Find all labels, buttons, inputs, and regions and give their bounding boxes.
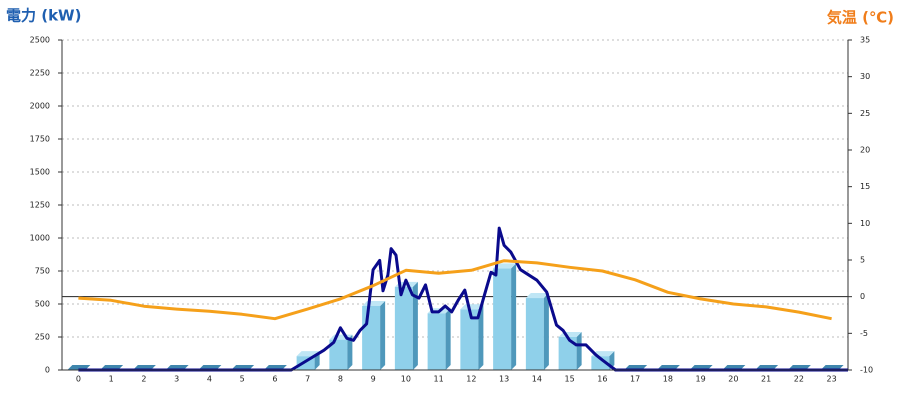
y2-tick-label: 30 (860, 72, 870, 81)
y2-tick-label: 25 (860, 109, 870, 118)
y-tick-label: 1000 (30, 234, 50, 243)
y-tick-label: 0 (45, 366, 50, 375)
x-tick-label: 1 (109, 375, 114, 384)
line (78, 259, 832, 321)
x-tick-label: 14 (532, 375, 542, 384)
bar (591, 351, 615, 370)
x-tick-label: 5 (240, 375, 245, 384)
y-tick-label: 1250 (30, 201, 50, 210)
x-tick-label: 11 (434, 375, 444, 384)
x-tick-label: 12 (466, 375, 476, 384)
y2-tick-label: -5 (860, 329, 868, 338)
x-tick-label: 16 (597, 375, 607, 384)
bar (493, 263, 517, 370)
bar (394, 281, 418, 370)
x-tick-label: 20 (728, 375, 738, 384)
y2-tick-label: 0 (860, 292, 865, 301)
x-tick-label: 13 (499, 375, 509, 384)
x-tick-label: 7 (305, 375, 310, 384)
x-tick-label: 15 (565, 375, 575, 384)
x-tick-label: 0 (76, 375, 81, 384)
x-tick-label: 10 (401, 375, 411, 384)
x-tick-label: 2 (141, 375, 146, 384)
y2-tick-label: 20 (860, 146, 870, 155)
y-tick-label: 2500 (30, 36, 50, 45)
y2-tick-label: 10 (860, 219, 870, 228)
y2-tick-label: 35 (860, 36, 870, 45)
y-tick-label: 2000 (30, 102, 50, 111)
x-tick-label: 21 (761, 375, 771, 384)
x-tick-label: 18 (663, 375, 673, 384)
x-tick-label: 6 (272, 375, 277, 384)
bar (460, 304, 484, 370)
x-tick-label: 17 (630, 375, 640, 384)
y2-tick-label: -10 (860, 366, 873, 375)
y2-tick-label: 5 (860, 256, 865, 265)
x-tick-label: 3 (174, 375, 179, 384)
y-axis-title: 電力 (kW) (6, 7, 81, 25)
y-tick-label: 500 (35, 300, 50, 309)
y-tick-label: 1750 (30, 135, 50, 144)
x-tick-label: 19 (696, 375, 706, 384)
bar (525, 293, 549, 370)
x-tick-label: 8 (338, 375, 343, 384)
y-tick-label: 750 (35, 267, 50, 276)
x-tick-label: 23 (827, 375, 837, 384)
y-tick-label: 250 (35, 333, 50, 342)
x-tick-label: 22 (794, 375, 804, 384)
bar (558, 332, 582, 370)
x-tick-label: 4 (207, 375, 212, 384)
y2-tick-label: 15 (860, 182, 870, 191)
y2-axis-title: 気温 (℃) (827, 9, 894, 27)
x-tick-label: 9 (371, 375, 376, 384)
y-tick-label: 2250 (30, 69, 50, 78)
line (78, 226, 848, 372)
bar (362, 300, 386, 370)
y-tick-label: 1500 (30, 168, 50, 177)
bar (427, 308, 451, 370)
